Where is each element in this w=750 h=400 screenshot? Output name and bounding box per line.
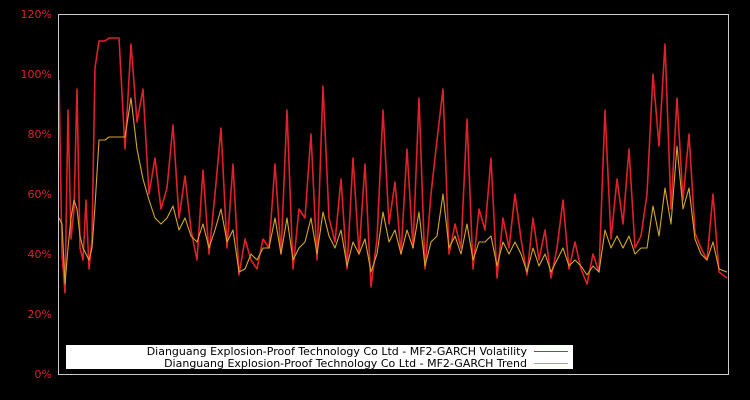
y-tick-label: 120%: [21, 8, 52, 21]
legend-label-trend: Dianguang Explosion-Proof Technology Co …: [164, 357, 527, 370]
trend-line: [58, 97, 728, 285]
y-tick-label: 40%: [28, 248, 52, 261]
y-tick-label: 0%: [35, 368, 52, 381]
legend: Dianguang Explosion-Proof Technology Co …: [66, 345, 573, 370]
y-tick-label: 100%: [21, 68, 52, 81]
y-tick-label: 80%: [28, 128, 52, 141]
plot-frame: [58, 14, 729, 375]
series-layer: [58, 37, 728, 294]
y-axis: 0% 20% 40% 60% 80% 100% 120%: [21, 8, 52, 381]
legend-box: [66, 345, 573, 369]
y-tick-label: 20%: [28, 308, 52, 321]
y-tick-label: 60%: [28, 188, 52, 201]
volatility-line: [58, 37, 728, 294]
legend-label-volatility: Dianguang Explosion-Proof Technology Co …: [147, 345, 528, 358]
